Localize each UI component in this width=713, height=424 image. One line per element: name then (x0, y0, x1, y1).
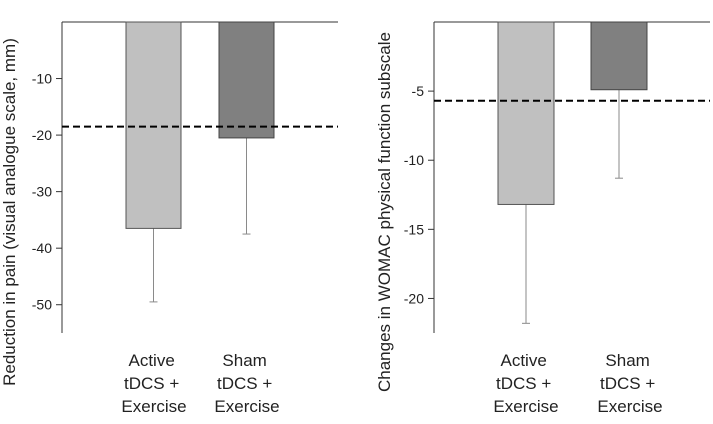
panel-womac-y-axis-title: Changes in WOMAC physical function subsc… (375, 32, 394, 392)
panel-womac-category-label-sham: Sham tDCS + Exercise (597, 351, 662, 416)
panel-womac-bar-sham (590, 21, 648, 179)
panel-pain-tick-label: -50 (32, 297, 52, 313)
panel-womac: Changes in WOMAC physical function subsc… (375, 21, 710, 416)
panel-womac-tick-label: -5 (412, 83, 425, 99)
panel-womac-tick: -5 (412, 83, 434, 99)
panel-pain-tick-label: -40 (32, 240, 52, 256)
panel-pain-bar-active (125, 21, 182, 303)
panel-pain-y-axis-title: Reduction in pain (visual analogue scale… (0, 38, 19, 386)
panel-pain-tick: -40 (32, 240, 62, 256)
panel-pain-category-label-active: Active tDCS + Exercise (121, 351, 186, 416)
panel-pain-tick-label: -10 (32, 71, 52, 87)
panel-womac-tick-label: -20 (404, 290, 424, 306)
panel-pain-tick: -20 (32, 127, 62, 143)
panel-pain-tick-label: -30 (32, 184, 52, 200)
panel-pain-bar-sham-rect (218, 21, 275, 139)
panel-womac-tick: -10 (404, 152, 434, 168)
panel-womac-bar-active (497, 21, 555, 324)
panel-pain-category-label-sham: Sham tDCS + Exercise (214, 351, 279, 416)
panel-pain-tick: -10 (32, 71, 62, 87)
panel-womac-tick: -15 (404, 221, 434, 237)
panel-pain-tick: -50 (32, 297, 62, 313)
panel-pain: Reduction in pain (visual analogue scale… (0, 21, 338, 416)
panel-pain-tick-label: -20 (32, 127, 52, 143)
panel-womac-bar-active-rect (497, 21, 555, 205)
panel-womac-bar-sham-rect (590, 21, 648, 91)
panel-pain-bar-active-rect (125, 21, 182, 229)
panel-womac-category-label-active: Active tDCS + Exercise (493, 351, 558, 416)
panel-pain-bar-sham (218, 21, 275, 235)
panel-pain-tick: -30 (32, 184, 62, 200)
panel-womac-tick-label: -15 (404, 221, 424, 237)
panel-womac-tick-label: -10 (404, 152, 424, 168)
panel-womac-tick: -20 (404, 290, 434, 306)
